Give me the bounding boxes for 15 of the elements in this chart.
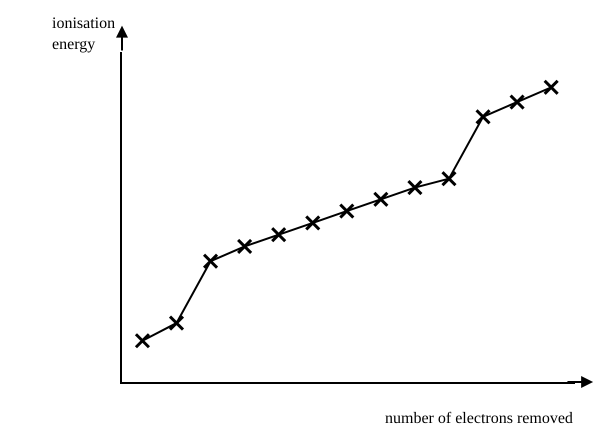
y-axis-title: ionisation energy xyxy=(52,15,116,53)
point xyxy=(406,180,423,196)
point xyxy=(338,203,355,220)
point xyxy=(475,108,492,125)
point xyxy=(236,238,253,254)
point xyxy=(304,214,321,231)
x-axis-title: number of electrons removed xyxy=(385,410,573,425)
point xyxy=(543,79,560,96)
point xyxy=(168,315,184,332)
point xyxy=(270,226,287,243)
point xyxy=(372,191,389,208)
point xyxy=(440,170,457,187)
point xyxy=(134,332,150,349)
point xyxy=(202,253,219,270)
point xyxy=(509,94,526,110)
